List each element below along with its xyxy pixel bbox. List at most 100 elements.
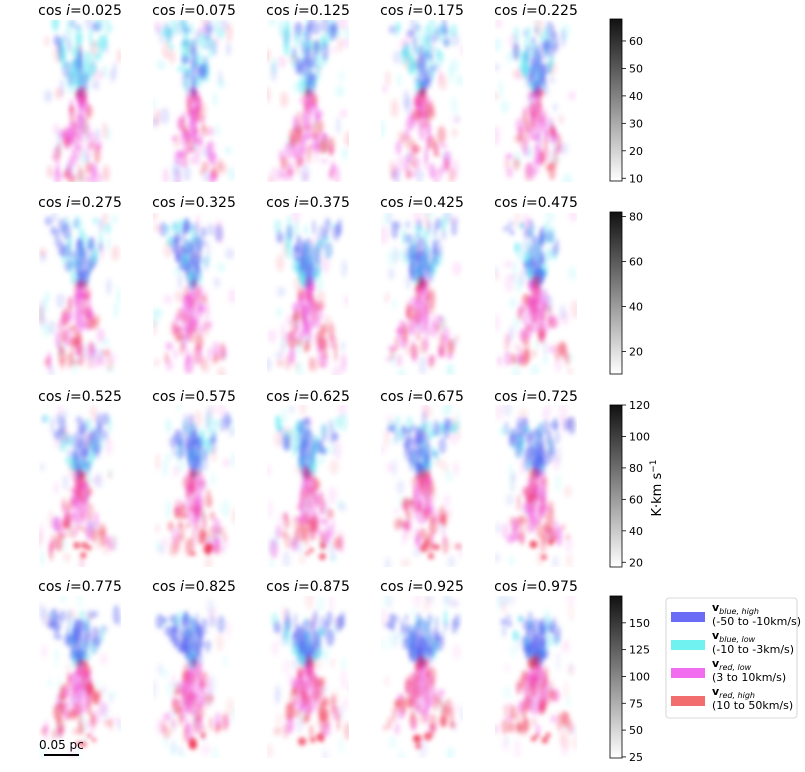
panel-image — [153, 20, 235, 182]
panel: cos i=0.325 — [152, 195, 236, 375]
panel: cos i=0.725 — [494, 389, 578, 567]
panel-image — [267, 405, 349, 567]
colorbar: 20 40 60 80 — [609, 211, 643, 375]
panel-title: cos i=0.825 — [152, 579, 236, 595]
colorbar-tick-label: 20 — [629, 346, 643, 359]
scale-bar-label: 0.05 pc — [39, 738, 84, 752]
panel: cos i=0.125 — [266, 3, 350, 182]
panel-image — [381, 20, 463, 182]
panel-title: cos i=0.525 — [38, 389, 122, 405]
panel: cos i=0.525 — [38, 389, 122, 567]
panel-image — [381, 213, 462, 375]
colorbar-gradient — [609, 211, 623, 375]
colorbar-tick-label: 25 — [629, 751, 643, 764]
colorbar-tick-label: 60 — [629, 35, 643, 48]
colorbar-tick-label: 60 — [629, 493, 643, 506]
panel-image — [495, 213, 577, 375]
colorbar-tick-label: 125 — [629, 644, 650, 657]
panel-title: cos i=0.025 — [38, 3, 122, 19]
legend: vblue, high(-50 to -10km/s)vblue, low(-1… — [665, 597, 801, 719]
panel: cos i=0.875 — [266, 579, 350, 758]
panel-image — [39, 596, 121, 758]
colorbar-tick-label: 120 — [629, 399, 650, 412]
legend-swatch — [671, 612, 705, 622]
colorbar-gradient — [609, 595, 623, 759]
colorbar-tick-label: 60 — [629, 256, 643, 269]
colorbar: 20 40 60 80 100 120 — [609, 399, 650, 569]
legend-swatch — [671, 696, 705, 706]
panel-title: cos i=0.925 — [380, 579, 464, 595]
colorbar-tick-label: 100 — [629, 430, 650, 443]
colorbar-tick-label: 80 — [629, 211, 643, 224]
legend-range: (-10 to -3km/s) — [712, 643, 794, 656]
panel-image — [39, 405, 118, 567]
panel-title: cos i=0.675 — [380, 389, 464, 405]
legend-range: (10 to 50km/s) — [712, 699, 793, 712]
colorbar-tick-label: 80 — [629, 462, 643, 475]
panel-title: cos i=0.125 — [266, 3, 350, 19]
panel-image — [153, 599, 235, 758]
panel: cos i=0.925 — [380, 579, 464, 758]
panel-image — [43, 20, 121, 182]
colorbar-gradient — [609, 404, 623, 568]
panel-image — [381, 596, 463, 758]
colorbar-gradient — [609, 18, 623, 182]
legend-entry: vred, high(10 to 50km/s) — [671, 685, 793, 712]
colorbar-axis-label: K·km s−1 — [649, 459, 665, 516]
colorbar-tick-label: 40 — [629, 90, 643, 103]
colorbar-tick-label: 30 — [629, 117, 643, 130]
panel: cos i=0.175 — [380, 3, 464, 182]
colorbar-tick-label: 10 — [629, 172, 643, 185]
colorbar-tick-label: 40 — [629, 301, 643, 314]
scale-bar: 0.05 pc — [39, 738, 84, 756]
panel-title: cos i=0.975 — [494, 579, 578, 595]
panel: cos i=0.425 — [380, 195, 464, 375]
colorbar-tick-label: 100 — [629, 670, 650, 683]
legend-frame — [665, 597, 798, 719]
colorbar-tick-label: 20 — [629, 145, 643, 158]
panel-image — [267, 596, 349, 758]
legend-label: vred, low — [712, 657, 752, 672]
panel: cos i=0.025 — [38, 3, 122, 182]
panel-title: cos i=0.375 — [266, 195, 350, 211]
legend-label: vblue, low — [712, 629, 756, 644]
panel: cos i=0.475 — [494, 195, 578, 375]
legend-swatch — [671, 668, 705, 678]
panel-image — [381, 405, 463, 567]
panel-grid: cos i=0.025 cos i=0.075 cos i=0.125 cos i=0… — [38, 3, 578, 758]
panel-title: cos i=0.575 — [152, 389, 236, 405]
panel: cos i=0.975 — [494, 579, 578, 758]
colorbar-tick-label: 50 — [629, 62, 643, 75]
panel: cos i=0.375 — [266, 195, 350, 375]
panel-title: cos i=0.725 — [494, 389, 578, 405]
legend-label: vblue, high — [712, 601, 759, 616]
colorbar-tick-label: 150 — [629, 617, 650, 630]
colorbar-tick-label: 20 — [629, 556, 643, 569]
panel-title: cos i=0.425 — [380, 195, 464, 211]
panel-title: cos i=0.625 — [266, 389, 350, 405]
panel-image — [39, 213, 121, 375]
colorbar: 25 50 75 100 125 150 — [609, 595, 650, 764]
legend-entry: vblue, low(-10 to -3km/s) — [671, 629, 794, 656]
legend-range: (-50 to -10km/s) — [712, 615, 801, 628]
panel-title: cos i=0.475 — [494, 195, 578, 211]
panel-image — [155, 405, 235, 567]
legend-range: (3 to 10km/s) — [712, 671, 786, 684]
panel-title: cos i=0.325 — [152, 195, 236, 211]
panel-title: cos i=0.875 — [266, 579, 350, 595]
panel-title: cos i=0.775 — [38, 579, 122, 595]
panel: cos i=0.275 — [38, 195, 122, 375]
panel: cos i=0.775 — [38, 579, 122, 758]
colorbar-tick-label: 50 — [629, 724, 643, 737]
legend-label: vred, high — [712, 685, 755, 700]
panel: cos i=0.625 — [266, 389, 350, 567]
panel-image — [267, 20, 349, 182]
panel-image — [495, 405, 576, 567]
legend-entry: vred, low(3 to 10km/s) — [671, 657, 786, 684]
panel: cos i=0.075 — [152, 3, 236, 182]
panel: cos i=0.675 — [380, 389, 464, 567]
legend-entry: vblue, high(-50 to -10km/s) — [671, 601, 801, 628]
colorbar-tick-label: 75 — [629, 697, 643, 710]
panel-image — [495, 596, 577, 758]
